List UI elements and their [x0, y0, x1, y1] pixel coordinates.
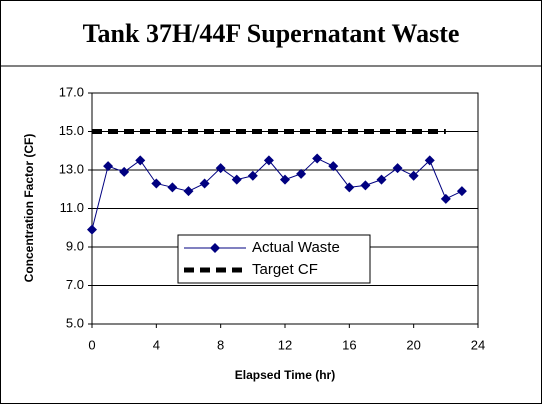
- y-tick-label: 7.0: [66, 277, 84, 292]
- y-tick-label: 15.0: [59, 123, 84, 138]
- data-point: [360, 180, 371, 191]
- data-point: [103, 161, 114, 172]
- legend-label: Actual Waste: [252, 239, 340, 256]
- chart-title: Tank 37H/44F Supernatant Waste: [83, 19, 460, 48]
- data-point: [280, 174, 290, 185]
- data-point: [167, 182, 178, 193]
- x-tick-label: 20: [406, 337, 420, 352]
- x-tick-label: 0: [88, 337, 95, 352]
- data-point: [151, 178, 162, 189]
- y-tick-label: 17.0: [59, 84, 84, 99]
- y-axis-label: Concentration Factor (CF): [22, 134, 36, 283]
- data-point: [135, 155, 146, 166]
- x-tick-label: 4: [153, 337, 160, 352]
- legend-box: [177, 234, 371, 284]
- y-tick-label: 13.0: [59, 161, 84, 176]
- data-point: [87, 224, 97, 235]
- legend-marker: [210, 243, 220, 253]
- data-point: [328, 161, 339, 172]
- x-tick-label: 24: [471, 337, 485, 352]
- data-point: [344, 182, 355, 193]
- y-tick-label: 9.0: [66, 238, 84, 253]
- data-point: [392, 163, 403, 174]
- x-tick-label: 8: [217, 337, 224, 352]
- data-point: [376, 174, 387, 185]
- data-point: [312, 153, 323, 164]
- data-point: [408, 170, 419, 181]
- data-point: [119, 166, 130, 177]
- data-point: [199, 178, 210, 189]
- y-tick-label: 11.0: [60, 200, 84, 215]
- data-point: [247, 170, 258, 181]
- data-point: [263, 155, 274, 166]
- x-axis-label: Elapsed Time (hr): [235, 368, 335, 382]
- data-point: [456, 186, 467, 197]
- x-tick-label: 12: [278, 337, 292, 352]
- data-point: [424, 155, 435, 166]
- data-point: [296, 168, 307, 179]
- data-point: [440, 193, 451, 204]
- data-point: [183, 186, 194, 197]
- data-point: [231, 174, 242, 185]
- data-point: [215, 163, 226, 174]
- y-tick-label: 5.0: [66, 315, 84, 330]
- legend-label: Target CF: [252, 261, 318, 278]
- x-tick-label: 16: [342, 337, 356, 352]
